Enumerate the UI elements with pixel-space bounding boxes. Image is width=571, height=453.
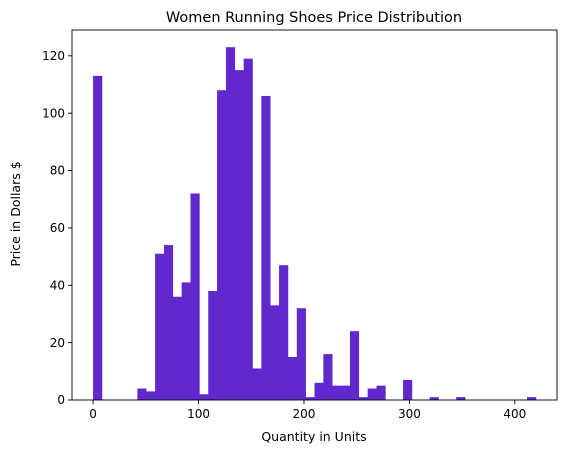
histogram-bar-16 (270, 305, 280, 400)
bars-group (93, 47, 537, 401)
histogram-bar-7 (190, 193, 200, 400)
histogram-bar-17 (279, 265, 289, 400)
histogram-bar-9 (208, 291, 218, 400)
x-tick-label: 0 (89, 407, 97, 421)
plot-frame (71, 29, 558, 401)
y-tick-label: 80 (50, 164, 65, 178)
y-tick-label: 20 (50, 336, 65, 350)
histogram-bar-23 (332, 385, 342, 400)
x-tick-label: 200 (293, 407, 316, 421)
histogram-bar-19 (296, 308, 306, 400)
x-tick-label: 100 (187, 407, 210, 421)
histogram-bar-27 (367, 388, 377, 400)
histogram-bar-18 (287, 356, 298, 400)
histogram-bar-14 (252, 368, 262, 400)
histogram-bar-11 (225, 47, 236, 401)
y-tick-label: 60 (50, 221, 65, 235)
histogram-bar-25 (349, 331, 360, 400)
x-axis-ticks: 0 100 200 300 400 (89, 400, 526, 421)
histogram-bar-2 (146, 391, 156, 400)
histogram-bar-31 (456, 397, 466, 400)
histogram-bar-22 (323, 354, 333, 400)
histogram-bar-10 (217, 90, 227, 401)
histogram-bar-1 (137, 388, 147, 400)
histogram-bar-30 (429, 397, 439, 400)
histogram-bar-20 (305, 397, 315, 400)
chart-title: Women Running Shoes Price Distribution (166, 10, 462, 26)
histogram-bar-8 (199, 394, 209, 400)
histogram-bar-6 (181, 282, 191, 400)
histogram-bar-3 (155, 253, 165, 400)
histogram-bar-28 (376, 385, 386, 400)
x-axis-label: Quantity in Units (261, 429, 366, 444)
y-axis-label: Price in Dollars $ (8, 161, 23, 266)
x-tick-label: 300 (398, 407, 421, 421)
histogram-bar-4 (163, 245, 174, 400)
histogram-bar-26 (358, 397, 368, 400)
x-tick-label: 400 (503, 407, 526, 421)
histogram-bar-32 (527, 397, 537, 400)
histogram-bar-29 (403, 379, 413, 400)
histogram-bar-13 (243, 58, 253, 401)
y-tick-label: 0 (57, 393, 65, 407)
y-axis-ticks: 0 20 40 60 80 100 120 (42, 49, 72, 407)
y-tick-label: 40 (50, 278, 65, 292)
y-tick-label: 120 (42, 49, 65, 63)
histogram-bar-0 (93, 75, 103, 400)
histogram-bar-5 (172, 296, 182, 400)
histogram-bar-12 (234, 70, 244, 401)
y-tick-label: 100 (42, 106, 65, 120)
histogram-bar-15 (261, 95, 271, 400)
histogram-bar-24 (341, 385, 351, 400)
histogram-bar-21 (314, 382, 324, 400)
